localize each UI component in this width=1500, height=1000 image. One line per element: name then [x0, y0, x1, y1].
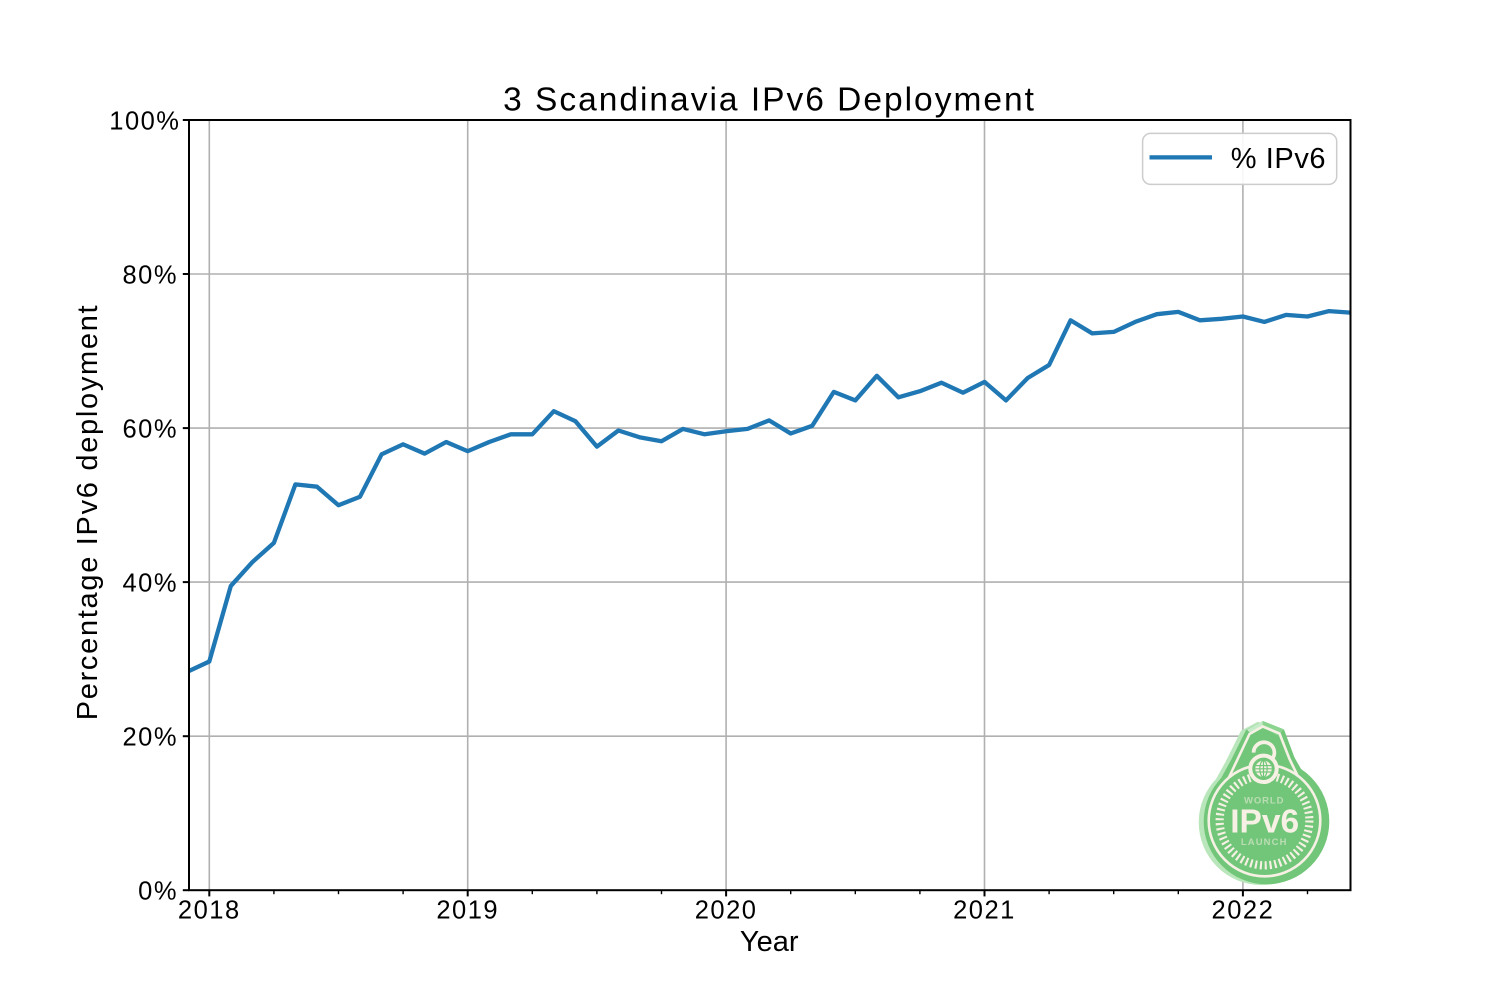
svg-text:40%: 40%: [122, 569, 178, 597]
svg-text:LAUNCH: LAUNCH: [1241, 837, 1288, 848]
svg-text:3 Scandinavia IPv6 Deployment: 3 Scandinavia IPv6 Deployment: [503, 82, 1036, 119]
svg-text:2019: 2019: [436, 897, 499, 925]
svg-text:2020: 2020: [695, 897, 758, 925]
svg-text:2022: 2022: [1212, 897, 1275, 925]
svg-text:100%: 100%: [109, 107, 180, 135]
svg-text:60%: 60%: [122, 415, 178, 443]
svg-text:80%: 80%: [122, 261, 178, 289]
svg-text:WORLD: WORLD: [1244, 796, 1284, 807]
svg-text:0%: 0%: [138, 878, 178, 906]
svg-text:Percentage IPv6 deployment: Percentage IPv6 deployment: [72, 304, 104, 721]
svg-text:2021: 2021: [953, 897, 1016, 925]
svg-text:20%: 20%: [122, 724, 178, 752]
svg-text:Year: Year: [740, 926, 799, 958]
svg-text:% IPv6: % IPv6: [1231, 143, 1326, 175]
svg-text:IPv6: IPv6: [1230, 804, 1299, 841]
svg-text:2018: 2018: [178, 897, 241, 925]
